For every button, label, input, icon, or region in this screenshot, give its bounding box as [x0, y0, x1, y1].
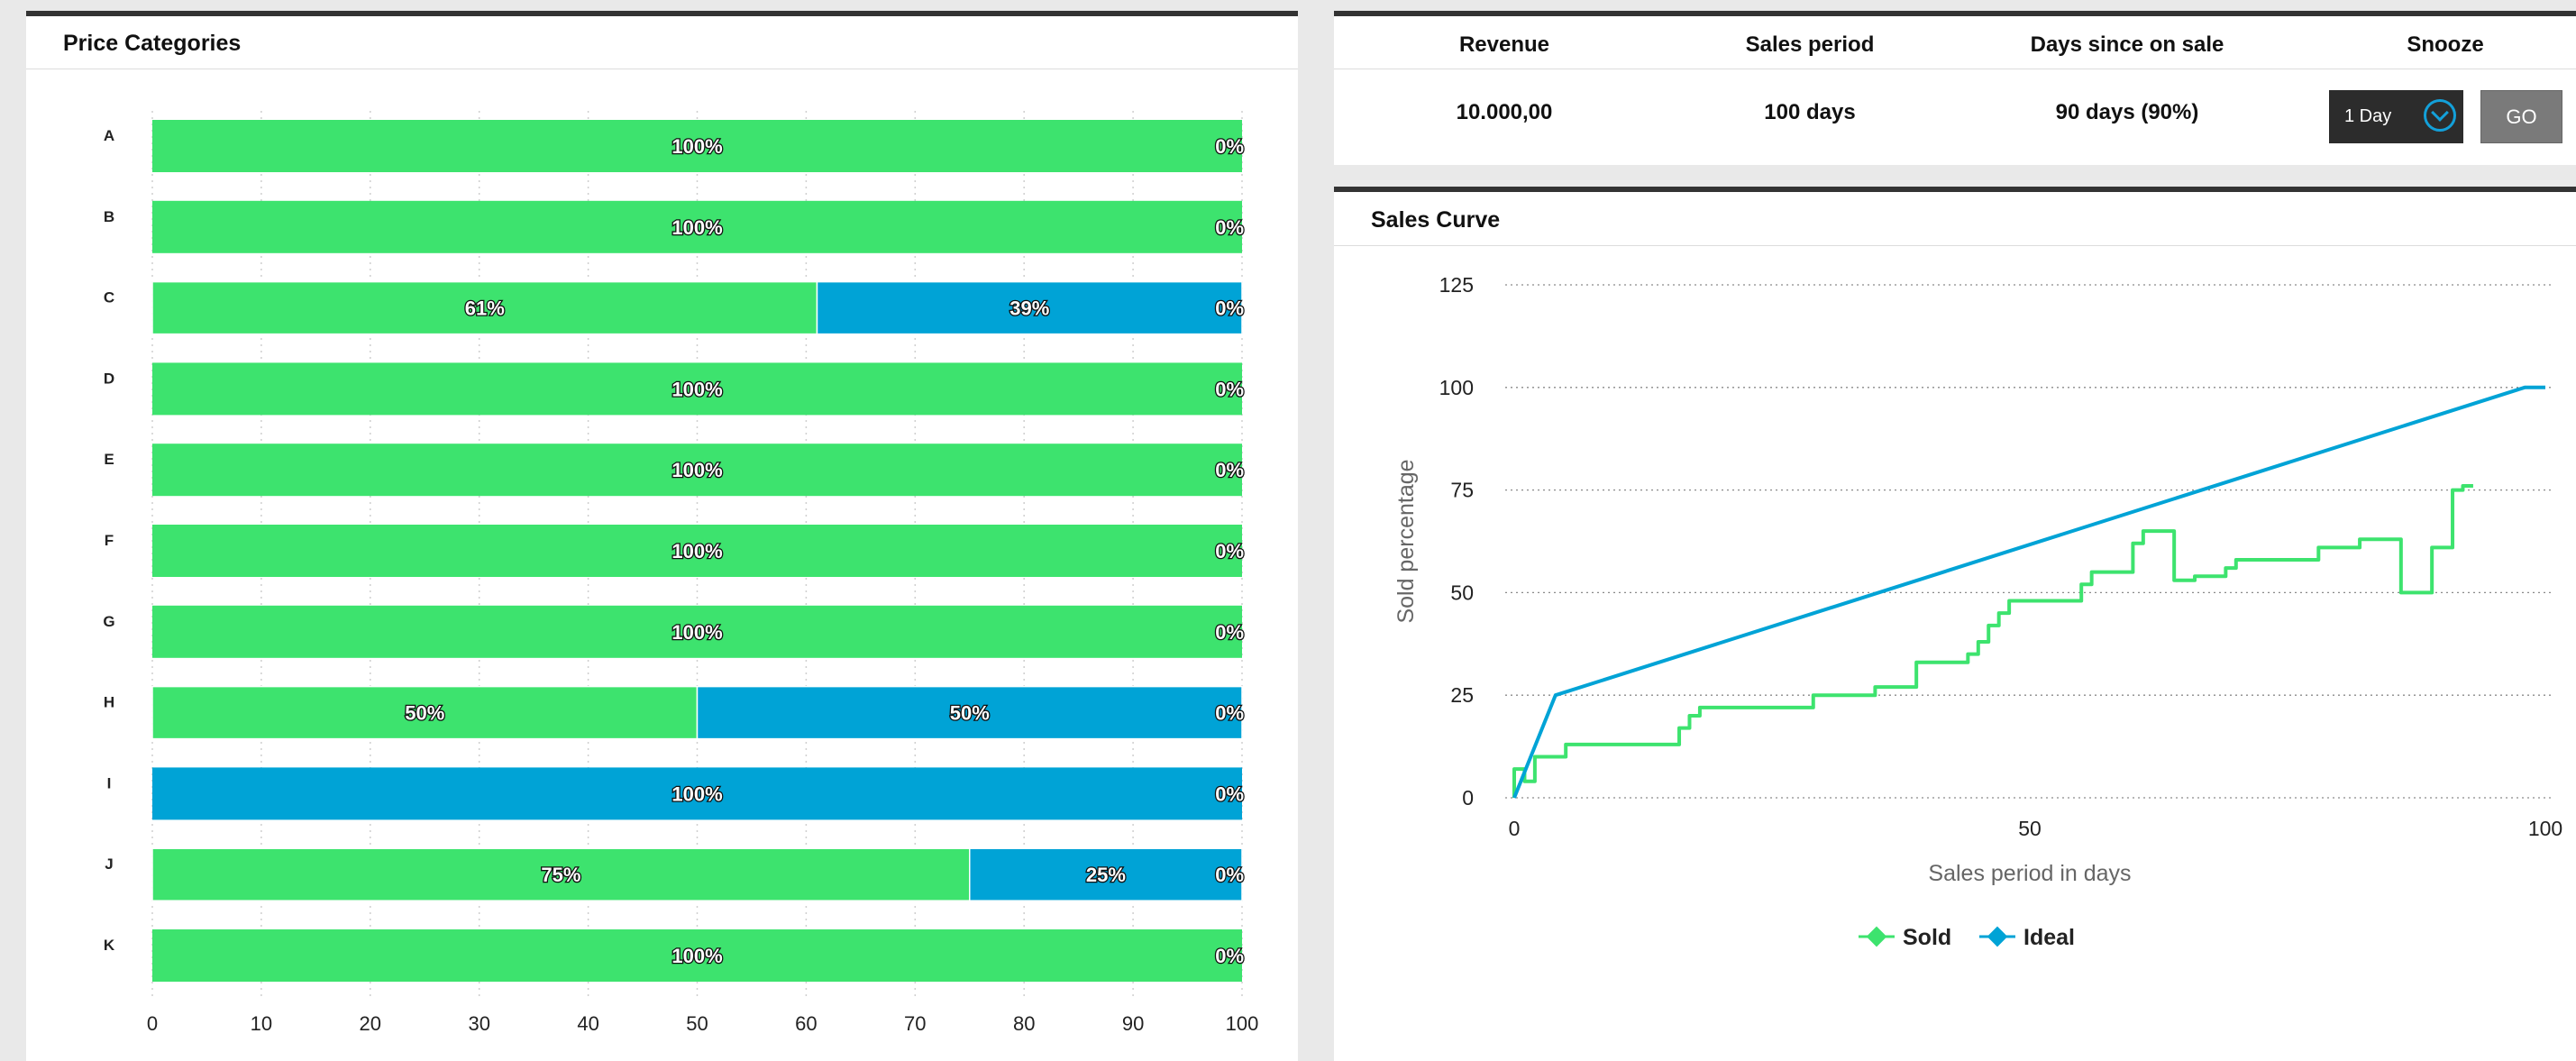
x-tick-label: 20: [360, 1012, 381, 1035]
y-tick-label: 50: [1450, 581, 1474, 604]
bar-segment: [152, 525, 1242, 577]
bar-data-label: 100%: [671, 621, 722, 644]
bar-data-label: 0%: [1215, 459, 1244, 481]
bar-data-label: 100%: [671, 945, 722, 967]
category-label: G: [103, 613, 114, 630]
category-label: J: [105, 855, 113, 873]
category-label: K: [104, 937, 115, 954]
panel-divider: [1334, 245, 2576, 246]
diamond-icon: [1866, 926, 1887, 947]
x-tick-label: 50: [686, 1012, 708, 1035]
x-tick-label: 0: [147, 1012, 158, 1035]
category-label: F: [105, 532, 114, 549]
bar-data-label: 0%: [1215, 135, 1244, 158]
bar-data-label: 0%: [1215, 216, 1244, 239]
x-tick-label: 80: [1013, 1012, 1035, 1035]
bar-data-label: 0%: [1215, 945, 1244, 967]
bar-data-label: 0%: [1215, 297, 1244, 320]
x-tick-label: 90: [1122, 1012, 1144, 1035]
bar-data-label: 50%: [950, 702, 990, 725]
bar-segment: [151, 847, 971, 901]
x-tick-label: 100: [1226, 1012, 1259, 1035]
legend-label-ideal: Ideal: [2023, 925, 2075, 950]
bar-segment: [152, 362, 1242, 416]
bar-data-label: 25%: [1086, 864, 1126, 886]
bar-data-label: 0%: [1215, 540, 1244, 563]
x-tick-label: 0: [1509, 817, 1521, 840]
sales-curve-chart: 0 25 50 75 100 125 0 50 100 Sales period in days S…: [1393, 273, 2562, 950]
revenue-value: 10.000,00: [1456, 100, 1553, 124]
bar-segment: [152, 605, 1242, 658]
price-categories-panel: Price Categories 0 10 20 30 40 50 60 70 80 90 100 A…: [26, 11, 1298, 1061]
bar-data-label: 100%: [671, 378, 722, 400]
snooze-select-value: 1 Day: [2344, 106, 2392, 126]
header-revenue: Revenue: [1458, 32, 1550, 57]
category-label: B: [104, 208, 114, 225]
bar-data-label: 0%: [1215, 621, 1244, 644]
y-tick-label: 100: [1439, 376, 1474, 399]
diamond-icon: [1987, 926, 2008, 947]
category-label: A: [104, 127, 114, 144]
bar-data-label: 0%: [1215, 702, 1244, 725]
x-tick-label: 40: [577, 1012, 598, 1035]
header-days-since-on-sale: Days since on sale: [2030, 32, 2224, 57]
price-categories-chart: 0 10 20 30 40 50 60 70 80 90 100 A 100% 0% B 100% 0% C 61%…: [103, 111, 1259, 1035]
bar-segment: [152, 444, 1242, 497]
x-tick-label: 100: [2528, 817, 2562, 840]
header-sales-period: Sales period: [1745, 32, 1875, 57]
bar-segment: [696, 685, 1243, 740]
x-tick-label: 30: [468, 1012, 489, 1035]
bar-data-label: 100%: [671, 782, 722, 805]
category-label: I: [107, 774, 112, 791]
x-tick-label: 10: [251, 1012, 272, 1035]
bar-segment: [816, 280, 1243, 335]
sales-curve-panel: Sales Curve 0 25 50 75 100 125 0 50 100 Sales per…: [1334, 187, 2576, 1061]
chevron-down-circle-icon: [2424, 99, 2456, 132]
x-tick-label: 50: [2018, 817, 2042, 840]
go-button[interactable]: GO: [2480, 90, 2562, 143]
bar-data-label: 0%: [1215, 378, 1244, 400]
bar-segment: [152, 767, 1242, 820]
bar-data-label: 50%: [405, 702, 444, 725]
bar-data-label: 61%: [465, 297, 505, 320]
bar-data-label: 75%: [541, 864, 580, 886]
category-label: H: [104, 694, 114, 711]
sales-period-value: 100 days: [1764, 100, 1856, 124]
bar-data-label: 100%: [671, 540, 722, 563]
y-axis-title: Sold percentage: [1393, 459, 1419, 623]
bar-segment: [152, 120, 1242, 172]
snooze-select[interactable]: 1 Day: [2329, 90, 2463, 143]
bar-segment: [152, 929, 1242, 982]
y-tick-label: 125: [1439, 273, 1474, 297]
y-tick-label: 25: [1450, 683, 1474, 707]
panel-title-sales-curve: Sales Curve: [1371, 207, 1501, 233]
sales-summary-panel: Revenue Sales period Days since on sale …: [1334, 11, 2576, 165]
category-label: E: [104, 451, 114, 468]
y-tick-label: 75: [1450, 479, 1474, 502]
bar-segment: [152, 200, 1242, 253]
bar-data-label: 100%: [671, 459, 722, 481]
x-tick-label: 60: [795, 1012, 817, 1035]
bar-data-label: 100%: [671, 135, 722, 158]
series-line-sold: [1512, 484, 2473, 798]
y-tick-label: 0: [1462, 786, 1474, 809]
legend-label-sold: Sold: [1903, 925, 1951, 950]
header-snooze: Snooze: [2407, 32, 2484, 57]
series-line-ideal: [1512, 385, 2545, 799]
panel-title-price-categories: Price Categories: [63, 31, 242, 56]
category-label: D: [104, 370, 114, 387]
days-since-value: 90 days (90%): [2055, 100, 2199, 124]
x-tick-label: 70: [904, 1012, 926, 1035]
bar-data-label: 100%: [671, 216, 722, 239]
bar-data-label: 0%: [1215, 782, 1244, 805]
bar-data-label: 39%: [1009, 297, 1049, 320]
bar-segment: [969, 847, 1243, 901]
bar-segment: [151, 280, 818, 335]
category-label: C: [104, 289, 114, 306]
bar-data-label: 0%: [1215, 864, 1244, 886]
x-axis-title: Sales period in days: [1928, 861, 2131, 886]
